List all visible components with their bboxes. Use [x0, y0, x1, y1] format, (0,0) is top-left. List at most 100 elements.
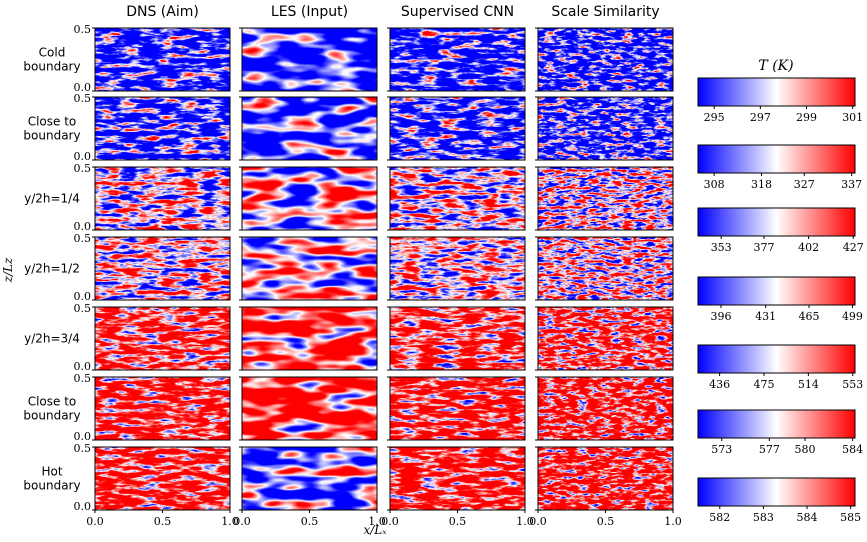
y-axis-label: z/Lz — [1, 257, 15, 283]
row-label: y/2h=3/4 — [24, 332, 80, 346]
panel-frame — [241, 236, 378, 301]
heatmap — [242, 447, 377, 510]
colorbar-tick-label: 396 — [710, 310, 731, 323]
heatmap — [538, 377, 673, 440]
colorbar-tick-label: 514 — [798, 378, 819, 391]
colorbar-tick-label: 402 — [798, 241, 819, 254]
panel-frame — [94, 27, 231, 92]
row-label: y/2h=1/2 — [24, 262, 80, 276]
panel-frame — [389, 376, 526, 441]
colorbar-tick-label: 318 — [751, 178, 772, 191]
row-label-line: y/2h=1/4 — [24, 192, 80, 206]
colorbar-tick-label: 465 — [799, 310, 820, 323]
panel-frame — [537, 306, 674, 371]
colorbar — [697, 477, 856, 507]
row-label-line: Close to — [28, 115, 77, 129]
colorbar-title: T (K) — [758, 58, 793, 74]
panel-frame — [241, 27, 378, 92]
colorbar-tick-label: 327 — [794, 178, 815, 191]
heatmap — [242, 237, 377, 300]
panel-frame — [389, 306, 526, 371]
colorbar-tick-label: 297 — [750, 111, 771, 124]
heatmap — [242, 377, 377, 440]
colorbar — [697, 207, 856, 237]
panel-frame — [241, 96, 378, 161]
heatmap — [242, 97, 377, 160]
heatmap — [390, 377, 525, 440]
panel-frame — [241, 166, 378, 231]
y-tick-label: 0.0 — [74, 81, 92, 94]
colorbar-tick-label: 499 — [842, 310, 863, 323]
heatmap — [390, 307, 525, 370]
row-label-line: boundary — [23, 409, 80, 423]
row-label-line: Hot — [41, 465, 62, 479]
heatmap — [95, 97, 230, 160]
panel-frame — [537, 236, 674, 301]
column-title: LES (Input) — [271, 4, 348, 20]
x-tick-label: 0.0 — [86, 515, 104, 528]
y-tick-label: 0.5 — [74, 232, 92, 245]
x-axis-label: x/Lₓ — [363, 523, 387, 537]
colorbar-tick-label: 427 — [843, 241, 864, 254]
column-title: DNS (Aim) — [126, 4, 199, 20]
panel-frame — [389, 96, 526, 161]
x-tick-label: 0.0 — [381, 515, 399, 528]
heatmap — [538, 28, 673, 91]
panel-frame — [389, 166, 526, 231]
colorbar-tick-label: 431 — [755, 310, 776, 323]
row-label-line: Close to — [28, 395, 77, 409]
x-tick-label: 0.5 — [301, 515, 319, 528]
colorbar-tick-label: 584 — [842, 443, 863, 456]
y-tick-label: 0.0 — [74, 150, 92, 163]
x-tick-label: 0.0 — [233, 515, 251, 528]
colorbar-tick-label: 584 — [797, 511, 818, 524]
x-tick-label: 1.0 — [664, 515, 682, 528]
column-title: Supervised CNN — [401, 4, 514, 20]
row-label: Hot boundary — [23, 465, 80, 493]
colorbar-tick-label: 353 — [711, 241, 732, 254]
row-label: Cold boundary — [23, 46, 80, 74]
heatmap — [538, 307, 673, 370]
row-label: Close to boundary — [23, 395, 80, 423]
panel-frame — [94, 306, 231, 371]
colorbar-tick-label: 295 — [704, 111, 725, 124]
heatmap — [390, 97, 525, 160]
x-tick-label: 0.5 — [154, 515, 172, 528]
colorbar-tick-label: 573 — [711, 443, 732, 456]
colorbar — [697, 344, 856, 374]
colorbar-tick-label: 475 — [753, 378, 774, 391]
heatmap — [390, 167, 525, 230]
x-tick-label: 0.5 — [597, 515, 615, 528]
heatmap — [390, 28, 525, 91]
panel-frame — [241, 376, 378, 441]
heatmap — [95, 377, 230, 440]
panel-frame — [94, 236, 231, 301]
x-tick-label: 0.5 — [449, 515, 467, 528]
heatmap — [95, 167, 230, 230]
panel-frame — [537, 376, 674, 441]
row-label-line: boundary — [23, 479, 80, 493]
heatmap — [538, 97, 673, 160]
panel-frame — [241, 306, 378, 371]
heatmap — [538, 237, 673, 300]
colorbar-tick-label: 308 — [704, 178, 725, 191]
colorbar-tick-label: 299 — [796, 111, 817, 124]
y-tick-label: 0.0 — [74, 220, 92, 233]
colorbar-tick-label: 337 — [841, 178, 862, 191]
colorbar — [697, 409, 856, 439]
heatmap — [242, 167, 377, 230]
colorbar-tick-label: 580 — [795, 443, 816, 456]
heatmap — [242, 307, 377, 370]
row-label: Close to boundary — [23, 115, 80, 143]
colorbar — [697, 276, 856, 306]
colorbar — [697, 144, 856, 174]
heatmap — [95, 447, 230, 510]
colorbar-tick-label: 436 — [709, 378, 730, 391]
panel-frame — [537, 27, 674, 92]
panel-frame — [537, 96, 674, 161]
colorbar-tick-label: 553 — [842, 378, 863, 391]
y-tick-label: 0.0 — [74, 360, 92, 373]
x-tick-label: 1.0 — [221, 515, 239, 528]
colorbar-tick-label: 377 — [754, 241, 775, 254]
